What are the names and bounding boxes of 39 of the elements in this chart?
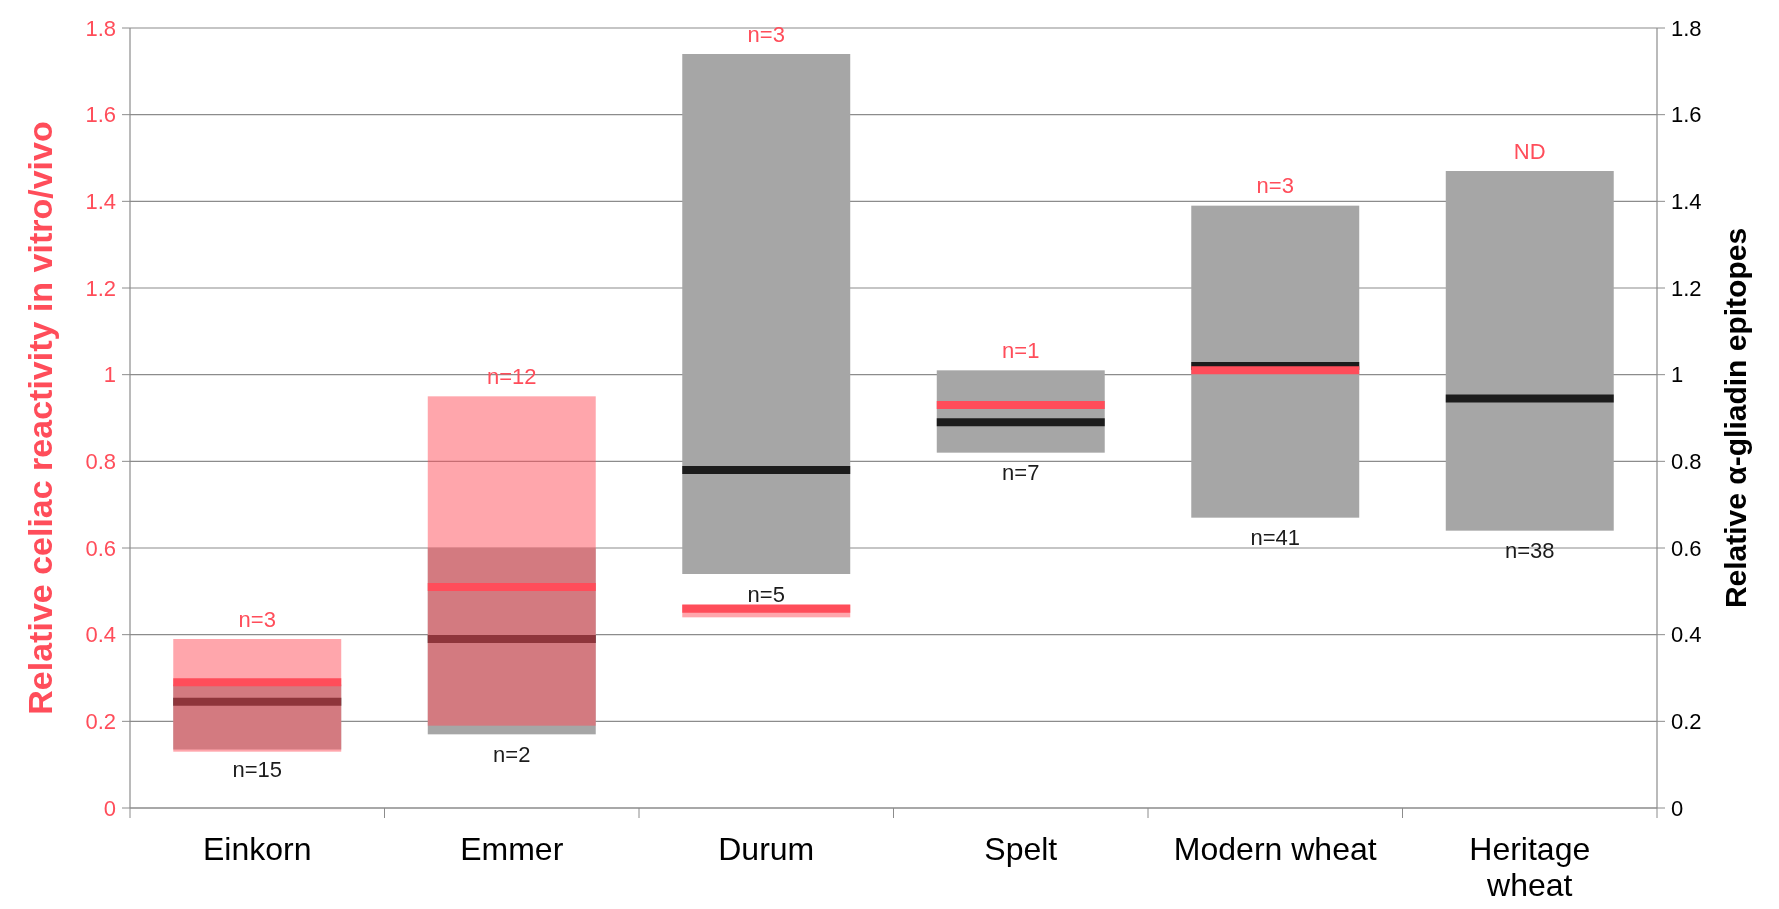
text: n=38 bbox=[1504, 538, 1555, 564]
text: ND bbox=[1513, 138, 1546, 164]
x-tick-label: Emmer bbox=[460, 831, 564, 867]
text: n=1 bbox=[1002, 338, 1040, 364]
x-tick-label: Einkorn bbox=[203, 831, 312, 867]
y-tick-label: 0.6 bbox=[85, 535, 116, 561]
x-tick-label: Heritage wheat bbox=[1469, 831, 1591, 903]
x-tick-label: Modern wheat bbox=[1173, 831, 1377, 867]
y-tick-label: 0.8 bbox=[85, 449, 116, 475]
text: n=15 bbox=[232, 757, 283, 783]
y2-tick-label: 1.4 bbox=[1671, 189, 1702, 215]
x-tick-label: Durum bbox=[718, 831, 815, 867]
y2-tick-label: 0.2 bbox=[1671, 709, 1702, 735]
y-tick-label: 1.2 bbox=[85, 275, 116, 301]
y-tick-label: 1.8 bbox=[85, 15, 116, 41]
text: n=41 bbox=[1250, 525, 1301, 551]
text: n=5 bbox=[747, 581, 785, 607]
y2-tick-label: 0.4 bbox=[1671, 622, 1702, 648]
y-tick-label: 0.2 bbox=[85, 709, 116, 735]
y2-axis-title: Relative α-gliadin epitopes bbox=[1719, 227, 1752, 609]
y-tick-label: 1.6 bbox=[85, 102, 116, 128]
y-axis-title: Relative celiac reactivity in vitro/vivo bbox=[21, 121, 59, 715]
y2-tick-label: 0.8 bbox=[1671, 449, 1702, 475]
text: n=3 bbox=[747, 21, 785, 47]
text: n=2 bbox=[493, 742, 531, 768]
y2-tick-label: 0 bbox=[1671, 795, 1684, 821]
x-tick-label: Spelt bbox=[984, 831, 1058, 867]
y2-tick-label: 1.8 bbox=[1671, 15, 1702, 41]
y2-tick-label: 1.6 bbox=[1671, 102, 1702, 128]
y-tick-label: 0 bbox=[103, 795, 116, 821]
text: n=7 bbox=[1002, 460, 1040, 486]
y2-tick-label: 1 bbox=[1671, 362, 1684, 388]
y2-tick-label: 1.2 bbox=[1671, 275, 1702, 301]
y-tick-label: 0.4 bbox=[85, 622, 116, 648]
text: n=3 bbox=[238, 606, 276, 632]
y-tick-label: 1.4 bbox=[85, 189, 116, 215]
y2-tick-label: 0.6 bbox=[1671, 535, 1702, 561]
y-tick-label: 1 bbox=[103, 362, 116, 388]
text: n=3 bbox=[1256, 173, 1294, 199]
